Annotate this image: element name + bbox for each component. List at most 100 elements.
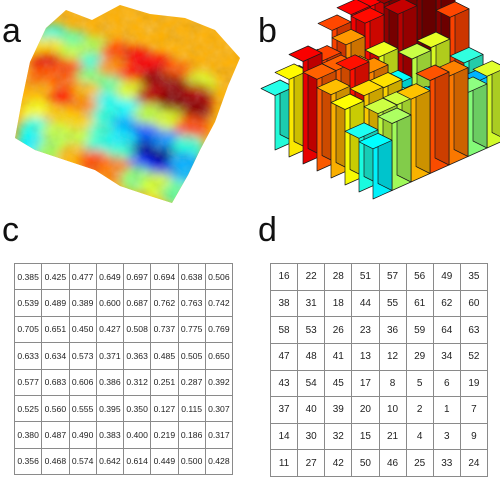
value-cell: 0.697: [122, 262, 152, 291]
value-cell: 0.450: [68, 315, 97, 344]
rank-cell: 36: [378, 316, 407, 344]
rank-cell: 32: [324, 422, 353, 451]
rank-cell: 26: [324, 316, 353, 344]
panel-label-b: b: [258, 12, 277, 50]
rank-cell: 42: [324, 449, 353, 477]
panel-label-d: d: [258, 211, 277, 249]
rank-cell: 14: [269, 422, 299, 451]
rank-cell: 62: [432, 289, 461, 318]
value-cell: 0.539: [13, 289, 43, 317]
value-cell: 0.356: [13, 447, 43, 476]
rank-cell: 48: [297, 342, 326, 371]
table-row: 0.525 0.560 0.555 0.395 0.350 0.127 0.115 0.307: [13, 394, 234, 423]
value-cell: 0.694: [150, 262, 179, 291]
table-row: 0.577 0.683 0.606 0.386 0.312 0.251 0.287 0.392: [13, 368, 234, 396]
rank-cell: 3: [432, 422, 461, 451]
panel-label-a: a: [2, 12, 21, 50]
rank-cell: 58: [269, 316, 299, 344]
value-cell: 0.555: [68, 394, 97, 423]
value-cell: 0.638: [177, 262, 206, 291]
bar: [415, 64, 450, 174]
rank-cell: 33: [432, 449, 461, 477]
rank-cell: 23: [351, 316, 380, 344]
value-cell: 0.742: [204, 289, 234, 317]
value-cell: 0.186: [177, 421, 206, 449]
table-row: 0.539 0.489 0.389 0.600 0.687 0.762 0.763 0.742: [13, 289, 234, 317]
table-row: 0.705 0.651 0.450 0.427 0.508 0.737 0.775 0.769: [13, 315, 234, 344]
rank-cell: 43: [269, 369, 299, 398]
table-row: 14 30 32 15 21 4 3 9: [269, 422, 489, 451]
value-cell: 0.350: [122, 394, 152, 423]
value-cell: 0.385: [13, 262, 43, 291]
table-row: 43 54 45 17 8 5 6 19: [269, 369, 489, 398]
rank-cell: 22: [297, 263, 326, 291]
value-cell: 0.633: [13, 342, 43, 370]
value-cell: 0.705: [13, 315, 43, 344]
rank-grid: 16 22 28 51 57 56 49 35 38 31 18 44 55 61 62 60 58 53 26 23…: [269, 263, 489, 477]
rank-cell: 24: [459, 449, 489, 477]
bar: [377, 107, 412, 191]
value-cell: 0.428: [204, 447, 234, 476]
value-cell: 0.371: [95, 342, 125, 370]
table-row: 0.356 0.468 0.574 0.642 0.614 0.449 0.500 0.428: [13, 447, 234, 476]
value-cell: 0.650: [204, 342, 234, 370]
table-row: 0.385 0.425 0.477 0.649 0.697 0.694 0.638 0.506: [13, 262, 234, 291]
rank-cell: 6: [432, 369, 461, 398]
value-cell: 0.449: [150, 447, 179, 476]
panel-label-c: c: [2, 211, 19, 249]
rank-cell: 9: [459, 422, 489, 451]
rank-cell: 8: [378, 369, 407, 398]
table-row: 47 48 41 13 12 29 34 52: [269, 342, 489, 371]
rank-cell: 45: [324, 369, 353, 398]
value-cell: 0.500: [177, 447, 206, 476]
value-cell: 0.600: [95, 289, 125, 317]
value-cell: 0.468: [41, 447, 70, 476]
value-cell: 0.573: [68, 342, 97, 370]
value-cell: 0.489: [41, 289, 70, 317]
table-row: 58 53 26 23 36 59 64 63: [269, 316, 489, 344]
value-cell: 0.606: [68, 368, 97, 396]
rank-cell: 18: [324, 289, 353, 318]
rank-cell: 34: [432, 342, 461, 371]
value-cell: 0.508: [122, 315, 152, 344]
table-row: 0.380 0.487 0.490 0.383 0.400 0.219 0.186 0.317: [13, 421, 234, 449]
value-cell: 0.312: [122, 368, 152, 396]
rank-cell: 28: [324, 263, 353, 291]
bar: [358, 132, 393, 200]
value-cell: 0.506: [204, 262, 234, 291]
rank-cell: 27: [297, 449, 326, 477]
rank-cell: 29: [405, 342, 434, 371]
rank-cell: 50: [351, 449, 380, 477]
value-cell: 0.400: [122, 421, 152, 449]
table-row: 11 27 42 50 46 25 33 24: [269, 449, 489, 477]
bar: [453, 76, 488, 157]
value-cell: 0.560: [41, 394, 70, 423]
value-cell: 0.386: [95, 368, 125, 396]
rank-cell: 53: [297, 316, 326, 344]
rank-cell: 60: [459, 289, 489, 318]
value-cell: 0.363: [122, 342, 152, 370]
rank-cell: 46: [378, 449, 407, 477]
value-cell: 0.762: [150, 289, 179, 317]
value-cell: 0.380: [13, 421, 43, 449]
rank-cell: 55: [378, 289, 407, 318]
rank-cell: 59: [405, 316, 434, 344]
rank-cell: 39: [324, 396, 353, 424]
rank-cell: 7: [459, 396, 489, 424]
value-cell: 0.683: [41, 368, 70, 396]
rank-cell: 63: [459, 316, 489, 344]
terrain-surface: [15, 5, 240, 203]
value-cell: 0.115: [177, 394, 206, 423]
rank-cell: 44: [351, 289, 380, 318]
value-cell: 0.577: [13, 368, 43, 396]
value-cell: 0.614: [122, 447, 152, 476]
value-cell: 0.634: [41, 342, 70, 370]
value-cell: 0.687: [122, 289, 152, 317]
value-grid: 0.385 0.425 0.477 0.649 0.697 0.694 0.638 0.506…: [13, 262, 234, 476]
value-cell: 0.505: [177, 342, 206, 370]
rank-cell: 54: [297, 369, 326, 398]
rank-cell: 61: [405, 289, 434, 318]
rank-cell: 56: [405, 263, 434, 291]
value-cell: 0.525: [13, 394, 43, 423]
3d-bar-chart: [260, 0, 500, 200]
